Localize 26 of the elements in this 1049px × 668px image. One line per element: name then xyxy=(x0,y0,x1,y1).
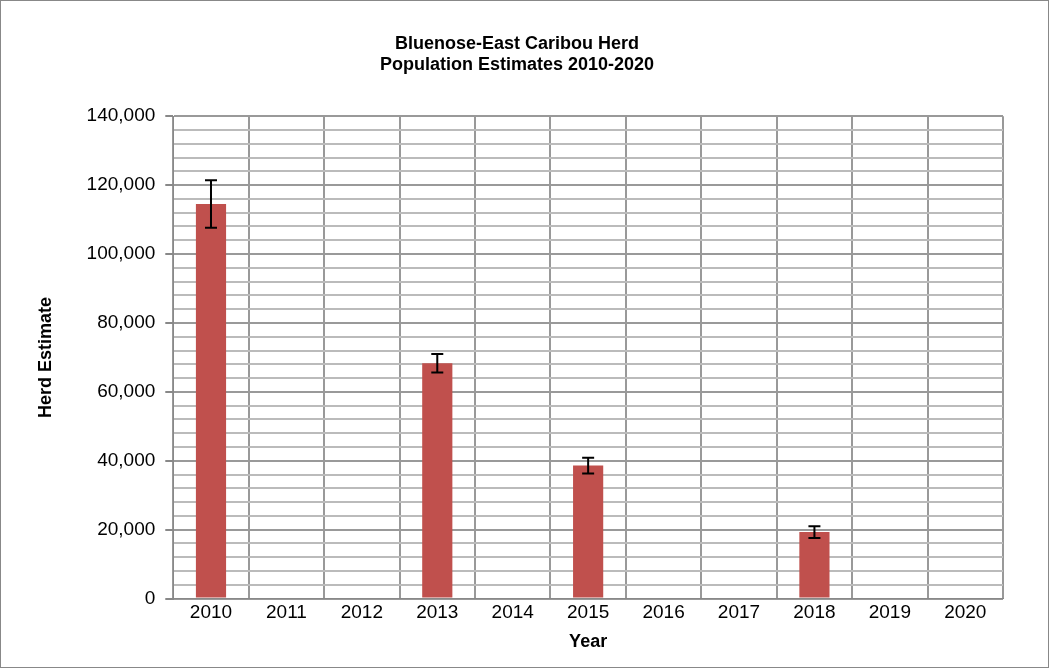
bar xyxy=(573,465,604,598)
x-tick-label: 2020 xyxy=(944,601,987,623)
x-tick-label: 2013 xyxy=(416,601,459,623)
x-axis-title: Year xyxy=(569,631,608,652)
x-tick-label: 2018 xyxy=(793,601,836,623)
y-tick-label: 140,000 xyxy=(86,104,156,126)
bar xyxy=(422,363,453,598)
y-axis-title: Herd Estimate xyxy=(34,296,55,418)
y-tick-label: 40,000 xyxy=(97,449,156,471)
chart-title: Bluenose-East Caribou Herd Population Estimates 2010-2020 xyxy=(379,32,655,75)
x-tick-label: 2017 xyxy=(717,601,761,623)
bar xyxy=(799,532,830,598)
y-tick-label: 20,000 xyxy=(97,517,156,539)
y-tick-label: 60,000 xyxy=(97,380,156,402)
x-tick-label: 2010 xyxy=(189,601,233,623)
y-tick-label: 0 xyxy=(144,586,156,608)
x-tick-label: 2011 xyxy=(265,601,307,623)
y-tick-label: 80,000 xyxy=(97,311,156,333)
x-tick-label: 2012 xyxy=(340,601,383,623)
x-tick-label: 2014 xyxy=(491,601,535,623)
y-tick-label: 100,000 xyxy=(86,242,156,264)
bar xyxy=(195,204,227,598)
x-tick-label: 2016 xyxy=(642,601,685,623)
x-tick-label: 2015 xyxy=(567,601,610,623)
y-tick-label: 120,000 xyxy=(86,173,156,195)
x-tick-label: 2019 xyxy=(868,601,911,623)
